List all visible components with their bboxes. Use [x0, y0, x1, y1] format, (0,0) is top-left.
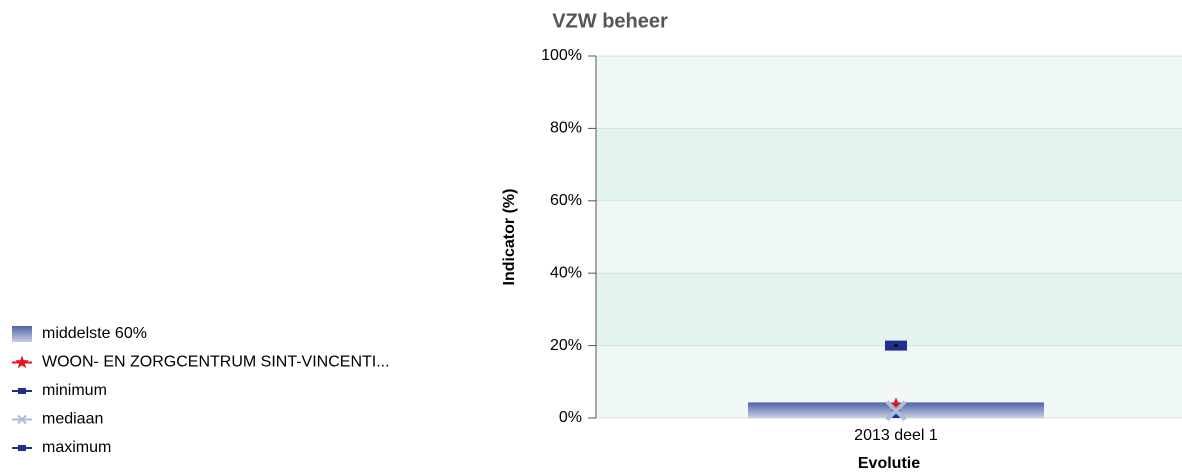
legend-label: minimum: [42, 382, 107, 399]
x-tick-label: 2013 deel 1: [854, 427, 938, 444]
legend-item: middelste 60%: [12, 325, 147, 342]
marker-dot: [894, 344, 898, 348]
y-tick-label: 40%: [550, 264, 582, 281]
legend-item: minimum: [12, 382, 107, 399]
y-tick-label: 0%: [559, 409, 582, 426]
legend-item: maximum: [12, 439, 111, 456]
y-axis-title: Indicator (%): [501, 189, 518, 286]
chart-title: VZW beheer: [552, 10, 668, 32]
plot-background: [596, 56, 1182, 418]
legend-square: [18, 388, 26, 394]
legend-item: WOON- EN ZORGCENTRUM SINT-VINCENTI...: [12, 354, 390, 371]
legend-label: maximum: [42, 439, 111, 456]
legend-swatch: [12, 326, 32, 342]
legend-star: [15, 355, 29, 369]
y-tick-label: 100%: [541, 47, 582, 64]
y-tick-label: 20%: [550, 337, 582, 354]
x-axis-title: Evolutie: [858, 455, 920, 472]
legend-item: mediaan: [12, 411, 103, 428]
legend-x: [17, 414, 27, 425]
grid-band: [596, 273, 1182, 346]
legend-label: mediaan: [42, 411, 103, 428]
star-marker: [888, 397, 904, 412]
legend-square: [18, 445, 26, 451]
y-tick-label: 80%: [550, 120, 582, 137]
grid-band: [596, 128, 1182, 201]
legend-label: WOON- EN ZORGCENTRUM SINT-VINCENTI...: [42, 354, 390, 371]
x-marker: [885, 400, 907, 422]
y-tick-label: 60%: [550, 192, 582, 209]
legend-label: middelste 60%: [42, 325, 147, 342]
